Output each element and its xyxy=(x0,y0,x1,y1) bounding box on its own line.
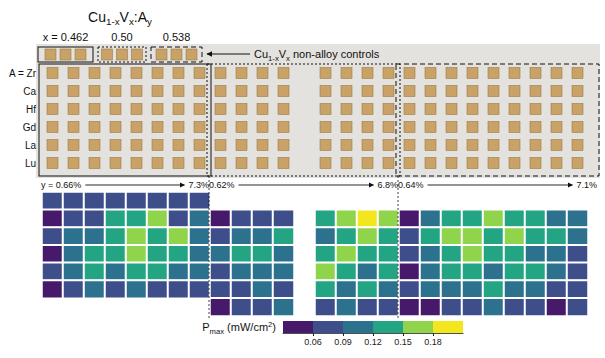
svg-text:0.09: 0.09 xyxy=(334,337,352,347)
svg-text:6.8%: 6.8% xyxy=(377,180,398,190)
svg-text:La: La xyxy=(25,140,37,151)
svg-text:7.3%: 7.3% xyxy=(188,180,209,190)
svg-text:Pmax (mW/cm2): Pmax (mW/cm2) xyxy=(202,320,276,336)
svg-text:0.538: 0.538 xyxy=(163,31,191,43)
svg-text:Hf: Hf xyxy=(26,104,36,115)
svg-text:x = 0.462: x = 0.462 xyxy=(43,31,89,43)
svg-text:0.50: 0.50 xyxy=(111,31,132,43)
svg-text:0.06: 0.06 xyxy=(304,337,322,347)
svg-text:0.15: 0.15 xyxy=(394,337,412,347)
svg-text:0.18: 0.18 xyxy=(424,337,442,347)
svg-text:7.1%: 7.1% xyxy=(576,180,597,190)
svg-text:Lu: Lu xyxy=(25,158,36,169)
svg-text:A = Zr: A = Zr xyxy=(9,68,37,79)
svg-text:Cu1-xVx:Ay: Cu1-xVx:Ay xyxy=(88,9,152,27)
svg-text:Cu1-xVx non-alloy controls: Cu1-xVx non-alloy controls xyxy=(254,48,380,63)
svg-text:Ca: Ca xyxy=(23,86,36,97)
svg-text:0.64%: 0.64% xyxy=(398,180,424,190)
svg-text:0.62%: 0.62% xyxy=(209,180,235,190)
svg-text:Gd: Gd xyxy=(23,122,36,133)
svg-text:0.12: 0.12 xyxy=(364,337,382,347)
svg-text:y = 0.66%: y = 0.66% xyxy=(41,180,81,190)
